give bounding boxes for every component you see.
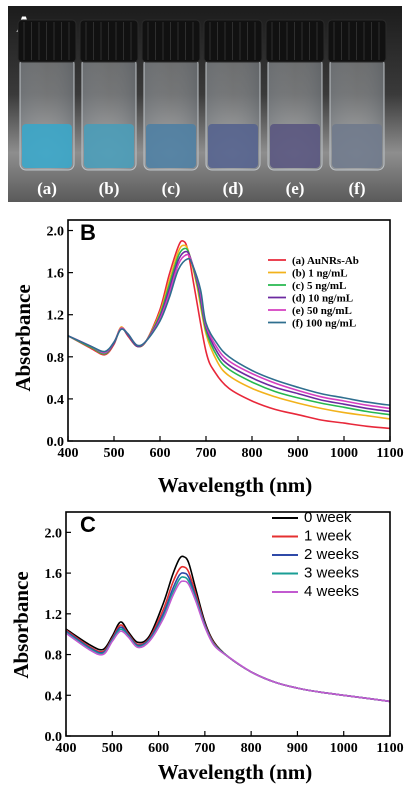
chart-b-frame	[67, 219, 391, 442]
vial-label: (f)	[349, 179, 366, 198]
chart-b-legend-item-5: (f) 100 ng/mL	[268, 318, 356, 330]
vial-solution	[332, 124, 382, 168]
chart-c-legend-label: 4 weeks	[304, 583, 359, 600]
chart-c-legend-item-2: 2 weeks	[272, 546, 359, 563]
chart-b-legend-label: (f) 100 ng/mL	[292, 318, 356, 330]
chart-c-xtick-label: 1100	[376, 741, 403, 756]
vial-1: (b)	[79, 19, 139, 198]
chart-c-legend-item-4: 4 weeks	[272, 583, 359, 600]
chart-b-xtick-label: 600	[150, 446, 171, 461]
chart-b-ylabel: Absorbance	[11, 284, 35, 391]
chart-c-ytick-label: 1.6	[45, 567, 63, 582]
chart-c-legend-item-1: 1 week	[272, 528, 352, 545]
chart-b-xtick-label: 1000	[330, 446, 358, 461]
chart-b-legend-item-2: (c) 5 ng/mL	[268, 280, 346, 292]
chart-c-ytick-label: 2.0	[45, 526, 63, 541]
chart-c-legend-item-0: 0 week	[272, 509, 352, 526]
chart-b-legend-item-3: (d) 10 ng/mL	[268, 293, 353, 305]
chart-b-xtick-label: 900	[288, 446, 309, 461]
vial-solution	[208, 124, 258, 168]
vial-label: (d)	[223, 179, 244, 198]
chart-c-legend-label: 1 week	[304, 528, 352, 545]
chart-c-legend-label: 3 weeks	[304, 565, 359, 582]
chart-b: B 400 500 600 700 800 900 1000 1100 0.0 0.4 0.8 1.2…	[11, 219, 404, 497]
vials-photo: A (a)(b)(c)(d)(e)(f)	[8, 6, 402, 202]
chart-c-xtick-label: 500	[102, 741, 123, 756]
vial-solution	[22, 124, 72, 168]
chart-c-ylabel: Absorbance	[9, 571, 33, 678]
vial-label: (c)	[162, 179, 181, 198]
chart-b-xlabel: Wavelength (nm)	[158, 473, 313, 497]
chart-c-ytick-label: 0.8	[45, 649, 63, 664]
chart-b-ytick-label: 1.6	[47, 267, 65, 282]
vial-label: (e)	[286, 179, 305, 198]
vial-4: (e)	[265, 19, 325, 198]
chart-c-ytick-label: 0.4	[45, 689, 63, 704]
vial-3: (d)	[203, 19, 263, 198]
panel-label-c: C	[80, 512, 96, 537]
vials-group: (a) (b) (c) (d) (e) (f)	[17, 19, 387, 198]
chart-b-ytick-label: 0.4	[47, 393, 65, 408]
chart-b-xtick-label: 800	[242, 446, 263, 461]
chart-b-xtick-label: 700	[196, 446, 217, 461]
chart-c-xtick-label: 800	[241, 741, 262, 756]
chart-c-series-line-4	[65, 580, 391, 703]
chart-b-xtick-label: 1100	[376, 446, 403, 461]
chart-b-series-line-5	[67, 257, 391, 406]
chart-b-ytick-label: 2.0	[47, 225, 65, 240]
chart-c-legend-item-3: 3 weeks	[272, 565, 359, 582]
chart-b-legend-label: (d) 10 ng/mL	[292, 293, 353, 305]
panel-label-b: B	[80, 220, 96, 245]
chart-b-legend-label: (c) 5 ng/mL	[292, 280, 346, 292]
chart-b-ytick-label: 0.0	[47, 435, 65, 450]
chart-b-ytick-label: 1.2	[47, 309, 65, 324]
chart-c-frame	[65, 511, 391, 737]
chart-c-legend-label: 0 week	[304, 509, 352, 526]
chart-b-xtick-label: 500	[104, 446, 125, 461]
chart-b-xtick-label: 400	[58, 446, 79, 461]
vial-2: (c)	[141, 19, 201, 198]
chart-b-legend-item-0: (a) AuNRs-Ab	[268, 255, 359, 267]
chart-c-xtick-label: 600	[148, 741, 169, 756]
chart-c-xtick-label: 1000	[330, 741, 358, 756]
chart-c-legend-label: 2 weeks	[304, 546, 359, 563]
chart-b-ytick-label: 0.8	[47, 351, 65, 366]
vial-5: (f)	[327, 19, 387, 198]
chart-b-legend-item-4: (e) 50 ng/mL	[268, 305, 352, 317]
chart-c-xtick-label: 700	[194, 741, 215, 756]
chart-b-legend-label: (a) AuNRs-Ab	[292, 255, 359, 267]
vial-solution	[84, 124, 134, 168]
chart-b-legend-label: (b) 1 ng/mL	[292, 268, 348, 280]
vial-0: (a)	[17, 19, 77, 198]
chart-c-xtick-label: 900	[287, 741, 308, 756]
chart-c-ytick-label: 1.2	[45, 608, 63, 623]
vial-label: (b)	[99, 179, 120, 198]
chart-b-legend-label: (e) 50 ng/mL	[292, 305, 352, 317]
chart-c-xtick-label: 400	[56, 741, 77, 756]
chart-c: C 400 500 600 700 800 900 1000 1100 0.0 0.4 0.8 1.2…	[9, 509, 404, 784]
chart-c-ytick-label: 0.0	[45, 730, 63, 745]
vial-label: (a)	[37, 179, 57, 198]
chart-c-xlabel: Wavelength (nm)	[158, 760, 313, 784]
vial-solution	[270, 124, 320, 168]
vial-solution	[146, 124, 196, 168]
chart-b-legend-item-1: (b) 1 ng/mL	[268, 268, 348, 280]
